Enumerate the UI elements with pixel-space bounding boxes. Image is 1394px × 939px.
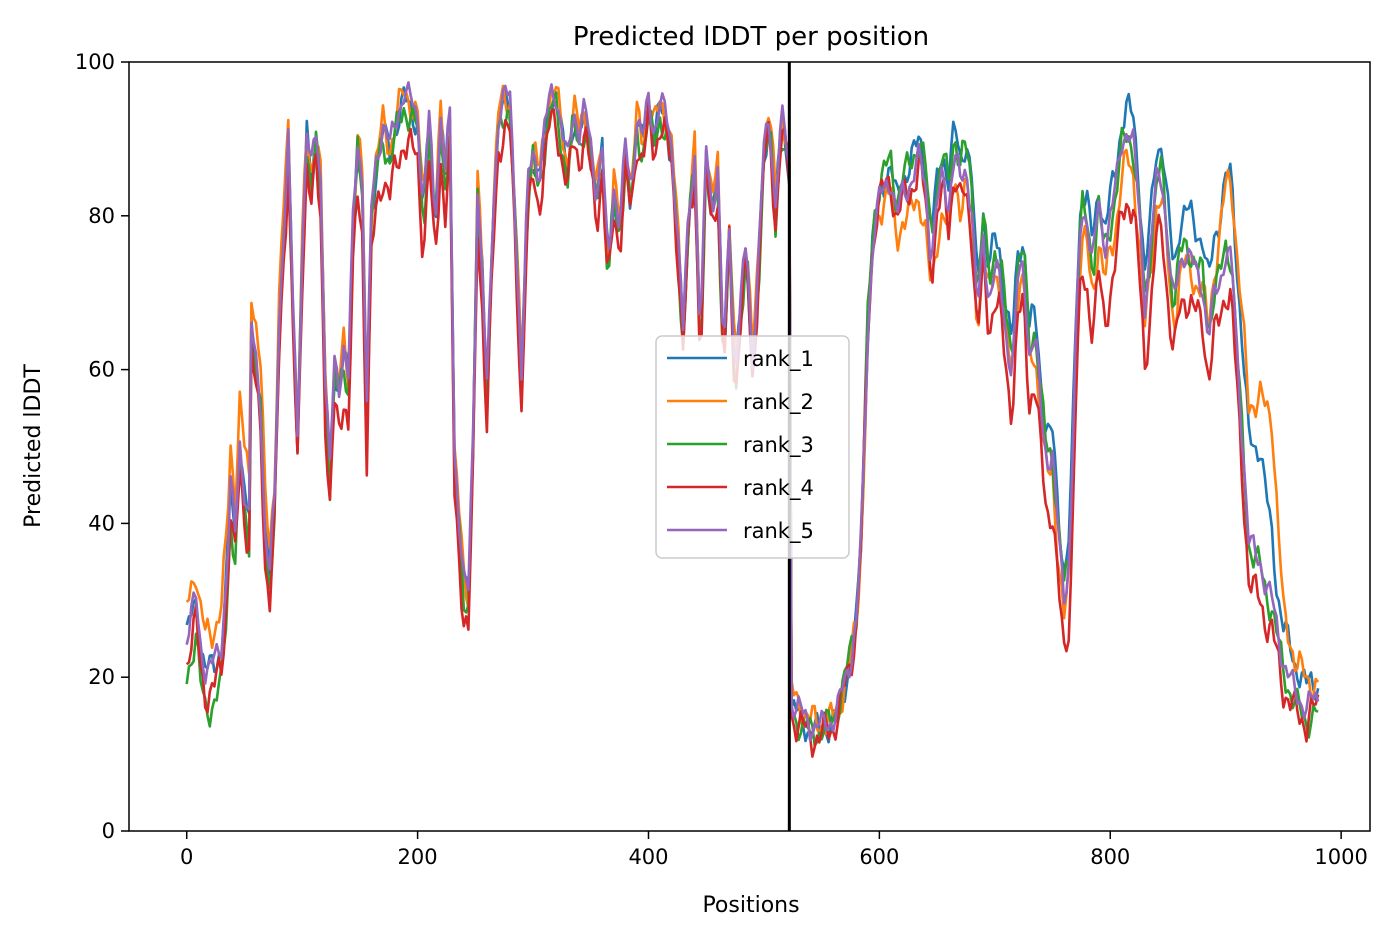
- y-tick-label: 100: [75, 50, 115, 74]
- chart-title: Predicted lDDT per position: [573, 22, 929, 52]
- legend-items: rank_1 rank_2 rank_3 rank_4 rank_5: [667, 347, 814, 544]
- y-tick-label: 60: [88, 358, 115, 382]
- legend-label-rank_5: rank_5: [743, 519, 814, 544]
- legend-label-rank_2: rank_2: [743, 390, 814, 415]
- y-tick-label: 40: [88, 511, 115, 535]
- y-tick-label: 20: [88, 665, 115, 689]
- legend-label-rank_1: rank_1: [743, 347, 814, 372]
- y-axis-label: Predicted lDDT: [21, 364, 46, 528]
- x-axis-ticks: 0 200 400 600 800 1000: [180, 831, 1368, 869]
- y-tick-label: 0: [102, 819, 115, 843]
- x-tick-label: 1000: [1314, 845, 1367, 869]
- legend: rank_1 rank_2 rank_3 rank_4 rank_5: [655, 335, 850, 559]
- x-tick-label: 800: [1090, 845, 1130, 869]
- legend-label-rank_3: rank_3: [743, 433, 814, 458]
- x-axis-label: Positions: [702, 893, 799, 918]
- y-tick-label: 80: [88, 204, 115, 228]
- x-tick-label: 400: [628, 845, 668, 869]
- legend-label-rank_4: rank_4: [743, 476, 814, 501]
- plot-frame: [128, 61, 1371, 832]
- y-axis-ticks: 0 20 40 60 80 100: [75, 50, 129, 843]
- x-tick-label: 200: [398, 845, 438, 869]
- x-tick-label: 0: [180, 845, 193, 869]
- x-tick-label: 600: [859, 845, 899, 869]
- legend-box: [655, 335, 850, 559]
